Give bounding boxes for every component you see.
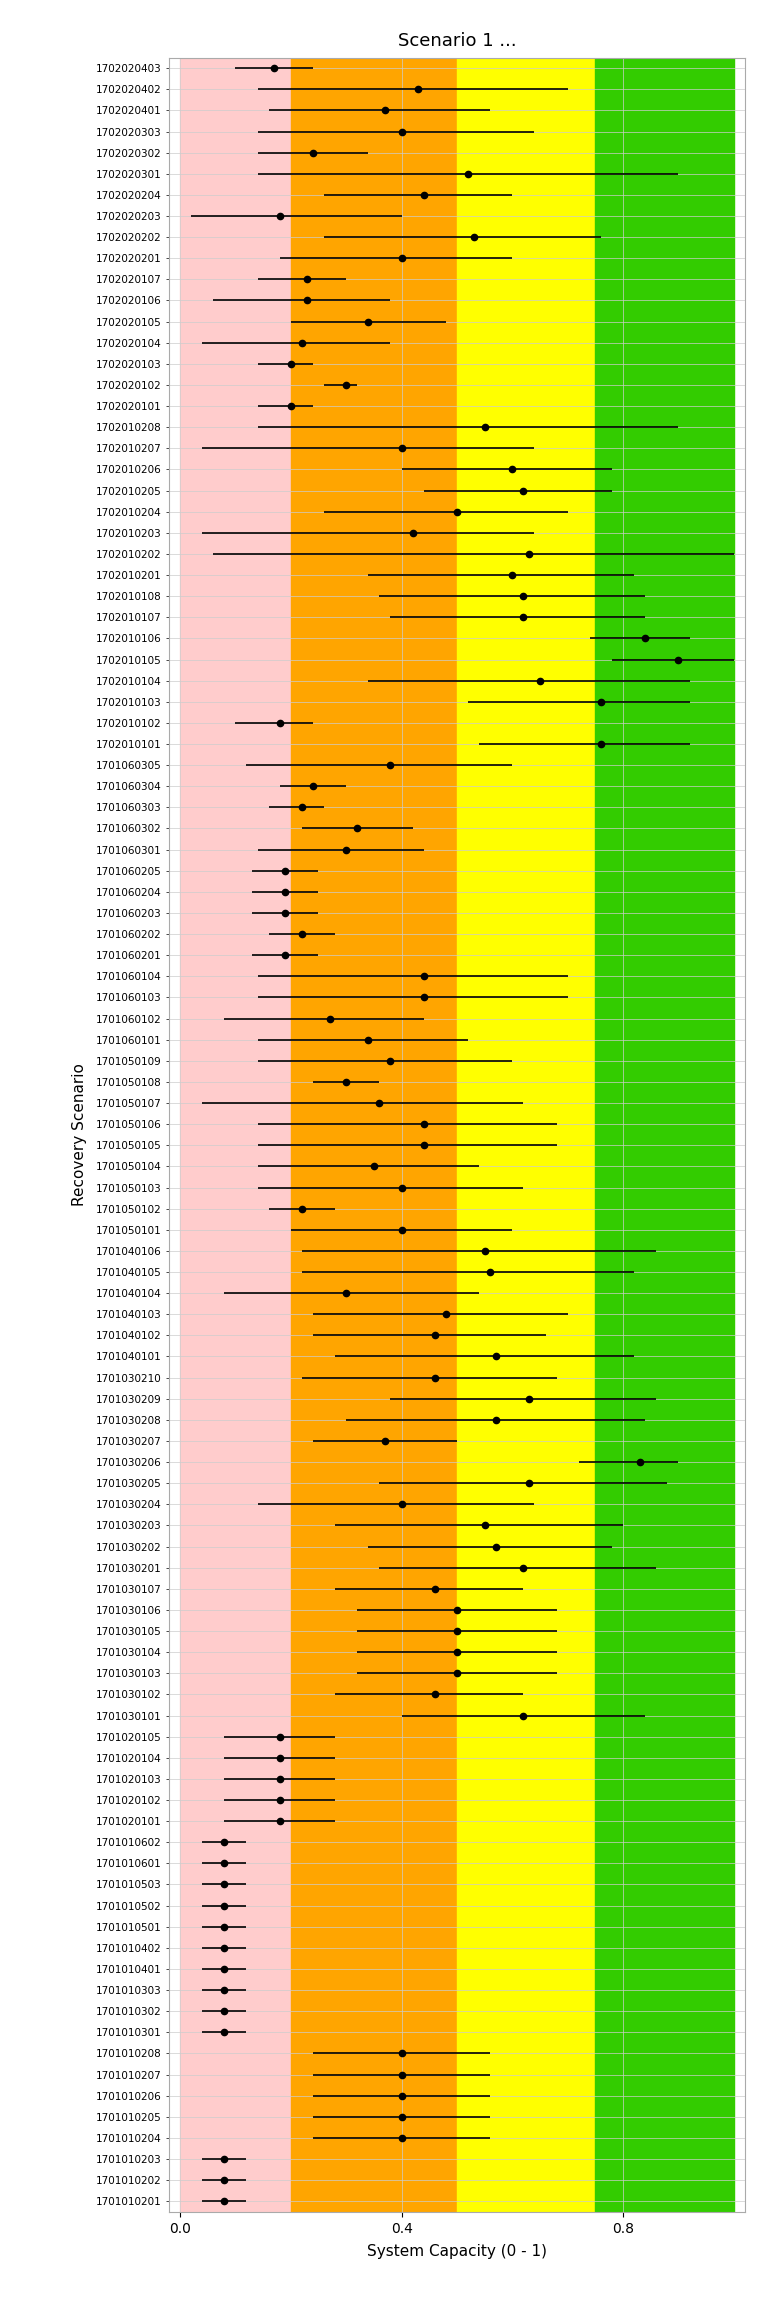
X-axis label: System Capacity (0 - 1): System Capacity (0 - 1) bbox=[367, 2244, 547, 2258]
Bar bbox=[595, 58, 734, 2212]
Bar bbox=[180, 58, 291, 2212]
Title: Scenario 1 ...: Scenario 1 ... bbox=[398, 32, 516, 51]
Bar bbox=[457, 58, 595, 2212]
Y-axis label: Recovery Scenario: Recovery Scenario bbox=[72, 1062, 88, 1207]
Bar bbox=[291, 58, 457, 2212]
